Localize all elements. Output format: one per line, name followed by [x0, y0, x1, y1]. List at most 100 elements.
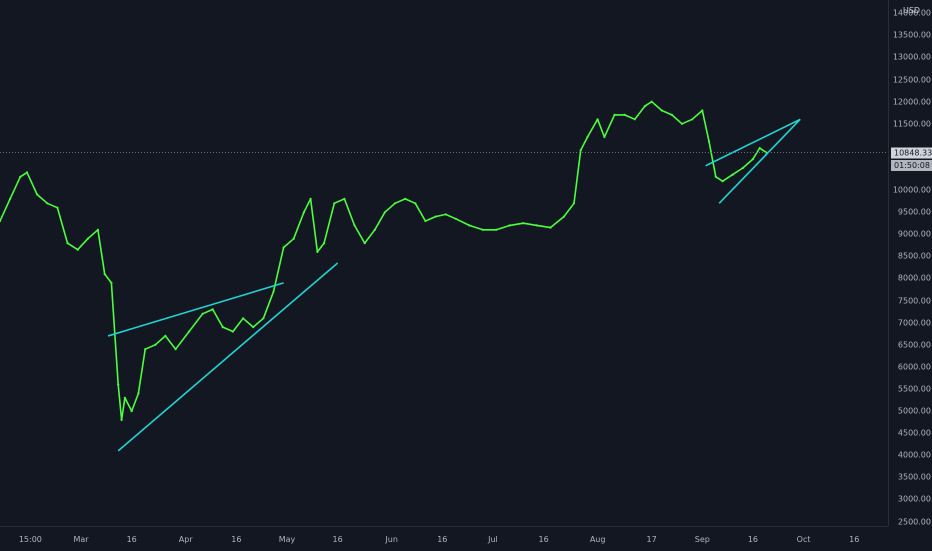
- x-tick-label: May: [278, 535, 296, 544]
- price-point: [643, 105, 647, 108]
- x-tick-label: 15:00: [18, 535, 42, 544]
- price-point: [56, 206, 59, 209]
- price-point: [586, 135, 589, 139]
- price-point: [19, 175, 22, 178]
- y-tick-label: 5500.00: [897, 384, 931, 394]
- y-tick-label: 4500.00: [897, 428, 931, 438]
- price-point: [353, 224, 356, 227]
- y-tick-label: 6500.00: [897, 340, 931, 350]
- price-point: [120, 418, 123, 421]
- price-point: [701, 109, 704, 112]
- price-point: [117, 383, 120, 386]
- price-point: [393, 202, 397, 205]
- x-tick-label: Mar: [73, 535, 89, 544]
- y-tick-label: 9500.00: [897, 207, 931, 217]
- price-point: [741, 166, 744, 170]
- price-point: [292, 237, 295, 240]
- time-axis[interactable]: 15:00 Mar 16 Apr 16 May 16 Jun 16 Jul 16 Aug 17 Sep 16…: [0, 526, 888, 551]
- price-point: [650, 100, 653, 103]
- price-point: [174, 348, 177, 351]
- price-point: [343, 197, 346, 200]
- price-point: [414, 202, 417, 205]
- y-tick-label: 9000.00: [897, 229, 931, 239]
- trendline: [718, 118, 801, 204]
- price-point: [333, 202, 336, 205]
- currency-label: USD: [903, 6, 921, 15]
- price-point: [596, 118, 599, 121]
- price-point: [262, 317, 265, 320]
- price-point: [201, 312, 204, 315]
- price-point: [508, 224, 511, 227]
- x-tick-label: Sep: [694, 535, 710, 544]
- price-point: [96, 228, 99, 231]
- price-point: [309, 197, 312, 200]
- price-point: [758, 147, 761, 150]
- price-point: [751, 158, 755, 161]
- price-point: [221, 326, 224, 329]
- price-point: [535, 224, 539, 227]
- price-point: [721, 180, 724, 183]
- price-point: [481, 228, 484, 231]
- candle-countdown-badge: 01:50:08: [891, 159, 932, 171]
- current-price-badge: 10848.33: [891, 147, 932, 159]
- x-tick-label: 16: [231, 535, 242, 544]
- plot-area[interactable]: [0, 0, 888, 526]
- price-point: [137, 392, 140, 395]
- price-point: [522, 222, 525, 225]
- y-tick-label: 4000.00: [897, 450, 931, 460]
- price-point: [302, 211, 305, 214]
- price-point: [434, 215, 437, 218]
- x-tick-label: 17: [646, 535, 657, 544]
- y-tick-label: 13000.00: [892, 52, 931, 62]
- price-point: [495, 228, 498, 231]
- price-axis[interactable]: 14000.00 13500.00 13000.00 12500.00 12000.00…: [888, 0, 932, 526]
- price-point: [714, 175, 717, 178]
- price-point: [572, 202, 576, 205]
- price-point: [110, 281, 113, 284]
- price-point: [444, 213, 447, 216]
- price-point: [282, 246, 285, 249]
- price-point: [623, 113, 626, 116]
- price-point: [242, 317, 245, 320]
- price-point: [66, 242, 69, 245]
- price-point: [154, 343, 157, 346]
- y-tick-label: 5000.00: [897, 406, 931, 416]
- trendline: [107, 282, 284, 337]
- price-point: [130, 410, 133, 413]
- y-tick-label: 8500.00: [897, 251, 931, 261]
- trendline: [117, 262, 339, 452]
- y-tick-label: 7500.00: [897, 296, 931, 306]
- y-tick-label: 3000.00: [897, 494, 931, 504]
- trendline: [705, 118, 801, 167]
- y-tick-label: 12500.00: [892, 75, 931, 85]
- price-point: [86, 237, 89, 240]
- price-point: [272, 290, 275, 293]
- price-point: [562, 215, 566, 218]
- x-tick-label: Apr: [178, 535, 193, 544]
- x-tick-label: 16: [437, 535, 448, 544]
- y-tick-label: 8000.00: [897, 273, 931, 283]
- x-tick-label: Jul: [488, 535, 498, 544]
- price-point: [404, 197, 407, 200]
- price-point: [144, 348, 147, 351]
- x-tick-label: 16: [747, 535, 759, 544]
- price-point: [25, 171, 29, 174]
- x-tick-label: 16: [538, 535, 549, 544]
- x-tick-label: Jun: [385, 535, 398, 544]
- price-point: [0, 219, 2, 223]
- x-tick-label: Aug: [589, 535, 606, 544]
- price-point: [613, 113, 616, 116]
- y-tick-label: 6000.00: [897, 362, 931, 372]
- price-point: [680, 122, 684, 125]
- y-tick-label: 12000.00: [892, 97, 931, 107]
- price-series-line: [0, 100, 767, 421]
- price-point: [76, 248, 79, 251]
- price-point: [46, 202, 49, 205]
- price-point: [36, 193, 39, 196]
- x-tick-label: 16: [126, 535, 137, 544]
- price-point: [231, 330, 235, 333]
- price-point: [549, 226, 552, 229]
- y-tick-label: 10000.00: [892, 185, 931, 195]
- price-point: [424, 219, 427, 223]
